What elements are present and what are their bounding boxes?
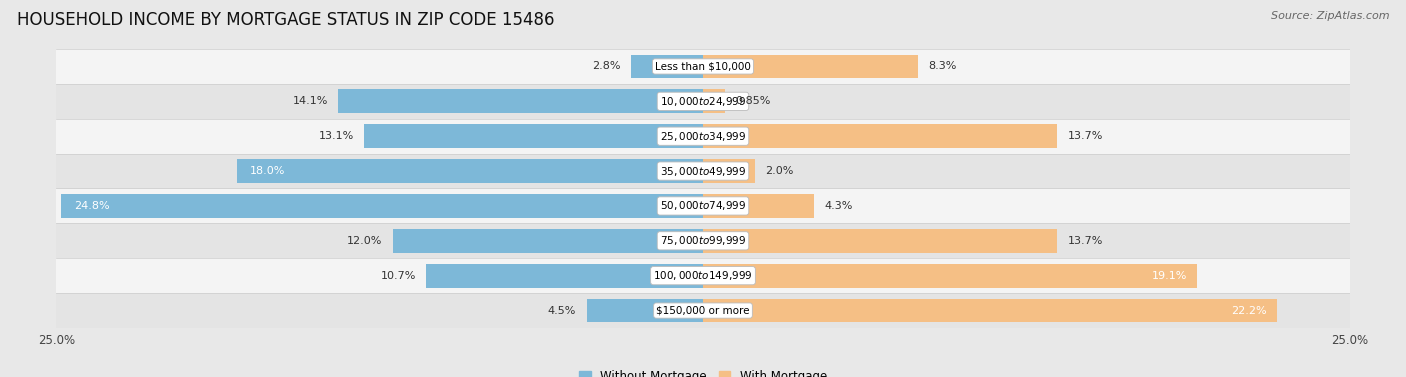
Text: 2.0%: 2.0%: [765, 166, 793, 176]
Bar: [703, 124, 1057, 148]
Bar: [56, 293, 1350, 328]
Text: HOUSEHOLD INCOME BY MORTGAGE STATUS IN ZIP CODE 15486: HOUSEHOLD INCOME BY MORTGAGE STATUS IN Z…: [17, 11, 554, 29]
Text: 13.7%: 13.7%: [1067, 131, 1104, 141]
Bar: [392, 229, 703, 253]
Text: 2.8%: 2.8%: [592, 61, 620, 72]
Text: $100,000 to $149,999: $100,000 to $149,999: [654, 269, 752, 282]
Bar: [703, 89, 725, 113]
Text: $25,000 to $34,999: $25,000 to $34,999: [659, 130, 747, 143]
Text: 4.3%: 4.3%: [824, 201, 853, 211]
Text: 12.0%: 12.0%: [347, 236, 382, 246]
Text: Source: ZipAtlas.com: Source: ZipAtlas.com: [1271, 11, 1389, 21]
Bar: [703, 229, 1057, 253]
Bar: [56, 223, 1350, 258]
Text: 19.1%: 19.1%: [1152, 271, 1187, 281]
Legend: Without Mortgage, With Mortgage: Without Mortgage, With Mortgage: [579, 371, 827, 377]
Bar: [56, 154, 1350, 188]
Text: Less than $10,000: Less than $10,000: [655, 61, 751, 72]
Bar: [630, 55, 703, 78]
Text: 10.7%: 10.7%: [381, 271, 416, 281]
Bar: [56, 119, 1350, 154]
Text: 22.2%: 22.2%: [1232, 305, 1267, 316]
Bar: [703, 299, 1277, 322]
Text: $10,000 to $24,999: $10,000 to $24,999: [659, 95, 747, 108]
Text: 13.7%: 13.7%: [1067, 236, 1104, 246]
Bar: [56, 188, 1350, 223]
Bar: [703, 264, 1197, 288]
Text: $50,000 to $74,999: $50,000 to $74,999: [659, 199, 747, 212]
Text: 0.85%: 0.85%: [735, 96, 770, 106]
Text: 8.3%: 8.3%: [928, 61, 956, 72]
Bar: [703, 159, 755, 183]
Text: 24.8%: 24.8%: [75, 201, 110, 211]
Bar: [339, 89, 703, 113]
Text: 14.1%: 14.1%: [292, 96, 328, 106]
Bar: [62, 194, 703, 218]
Text: 13.1%: 13.1%: [319, 131, 354, 141]
Bar: [426, 264, 703, 288]
Text: $35,000 to $49,999: $35,000 to $49,999: [659, 165, 747, 178]
Bar: [56, 49, 1350, 84]
Text: 18.0%: 18.0%: [250, 166, 285, 176]
Text: $75,000 to $99,999: $75,000 to $99,999: [659, 234, 747, 247]
Bar: [703, 55, 918, 78]
Text: $150,000 or more: $150,000 or more: [657, 305, 749, 316]
Bar: [56, 258, 1350, 293]
Bar: [703, 194, 814, 218]
Bar: [56, 84, 1350, 119]
Bar: [586, 299, 703, 322]
Bar: [364, 124, 703, 148]
Text: 4.5%: 4.5%: [548, 305, 576, 316]
Bar: [238, 159, 703, 183]
